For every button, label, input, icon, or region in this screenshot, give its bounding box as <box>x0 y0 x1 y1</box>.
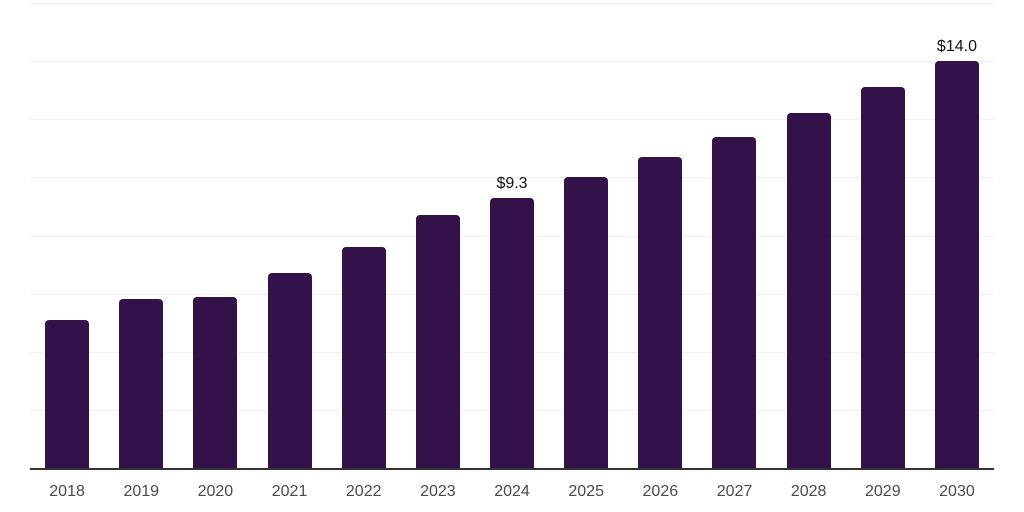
bar <box>490 197 535 468</box>
x-axis-tick-label: 2020 <box>197 483 234 500</box>
bar-slot <box>327 3 401 468</box>
gridline <box>30 119 994 121</box>
bar-value-label: $14.0 <box>936 38 977 56</box>
bars-container: $9.3 $14.0 <box>30 3 994 468</box>
bar-slot <box>401 3 475 468</box>
x-axis-tick-label: 2026 <box>642 483 679 500</box>
bar <box>786 113 831 468</box>
bar <box>119 299 164 468</box>
bar-slot <box>697 3 771 468</box>
bar-value-label: $9.3 <box>496 174 528 192</box>
bar <box>341 247 386 468</box>
bar-slot <box>549 3 623 468</box>
x-axis-tick-label: 2021 <box>271 483 308 500</box>
x-axis-tick-label: 2029 <box>865 483 901 500</box>
bar-slot <box>252 3 326 468</box>
bar-slot <box>178 3 252 468</box>
bar <box>415 215 460 468</box>
bar <box>860 87 905 468</box>
bar <box>193 296 238 468</box>
gridline <box>30 61 994 63</box>
x-axis-tick-label: 2019 <box>123 483 160 500</box>
bar <box>564 177 609 468</box>
bar <box>712 136 757 468</box>
bar-slot: $9.3 <box>475 3 549 468</box>
bar-slot <box>772 3 846 468</box>
x-axis-tick-label: 2018 <box>49 483 85 500</box>
bar-slot <box>30 3 104 468</box>
plot-area: $9.3 $14.0 <box>30 3 994 470</box>
bar-slot: $14.0 <box>920 3 994 468</box>
x-axis-labels: 2018 2019 2020 2021 2022 2023 2024 2025 2026 2027… <box>30 483 994 501</box>
x-axis-tick-label: 2025 <box>568 483 604 500</box>
x-axis-tick-label: 2023 <box>420 483 456 500</box>
bar-slot <box>104 3 178 468</box>
bar <box>45 319 90 468</box>
x-axis-tick-label: 2030 <box>939 483 975 500</box>
bar <box>267 273 312 468</box>
bar <box>934 61 979 468</box>
bar-slot <box>623 3 697 468</box>
x-axis-tick-label: 2022 <box>345 483 382 500</box>
x-axis-tick-label: 2024 <box>494 483 530 500</box>
bar <box>638 157 683 468</box>
x-axis-tick-label: 2028 <box>790 483 827 500</box>
gridline <box>30 177 994 179</box>
x-axis-tick-label: 2027 <box>716 483 753 500</box>
gridline <box>30 3 994 4</box>
bar-slot <box>846 3 920 468</box>
